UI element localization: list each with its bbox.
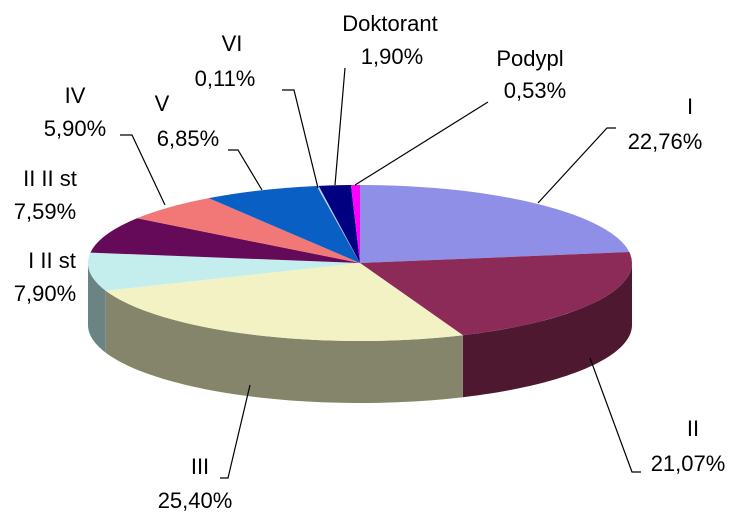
slice-label: V	[155, 91, 170, 116]
slice-side	[105, 290, 463, 403]
slice	[208, 185, 360, 263]
slice	[90, 218, 360, 263]
value-label: 7,59%	[14, 199, 76, 224]
leader-line	[282, 89, 319, 189]
slice-label: I II st	[28, 248, 76, 273]
slice	[105, 263, 463, 341]
slice-label: VI	[222, 31, 243, 56]
slice-side	[88, 263, 106, 353]
slice-side	[462, 263, 632, 398]
value-label: 22,76%	[628, 129, 703, 154]
leader-line	[334, 67, 346, 186]
slice-label: I	[687, 94, 693, 119]
value-label: 25,40%	[158, 488, 233, 513]
slice	[137, 198, 360, 263]
value-label: 6,85%	[157, 126, 219, 151]
value-label: 5,90%	[44, 116, 106, 141]
value-label: 21,07%	[651, 451, 726, 476]
slice-label: II	[687, 416, 699, 441]
slice-label: IV	[65, 83, 86, 108]
slice	[360, 252, 632, 336]
leader-line	[228, 149, 263, 191]
value-label: 1,90%	[361, 44, 423, 69]
leader-line	[220, 384, 251, 479]
slice	[316, 185, 360, 263]
leader-line	[589, 357, 641, 473]
slice-label: Doktorant	[342, 11, 437, 36]
value-label: 7,90%	[14, 281, 76, 306]
leader-line	[537, 127, 616, 204]
leader-line	[120, 134, 166, 206]
slice	[350, 185, 360, 263]
value-label: 0,11%	[195, 66, 256, 91]
slice	[318, 185, 360, 263]
slice	[88, 252, 360, 291]
leader-line	[354, 101, 489, 186]
slice-label: II II st	[23, 166, 77, 191]
slice-label: Podypl	[496, 46, 563, 71]
value-label: 0,53%	[504, 78, 566, 103]
slice-label: III	[191, 454, 209, 479]
slice	[360, 185, 630, 263]
